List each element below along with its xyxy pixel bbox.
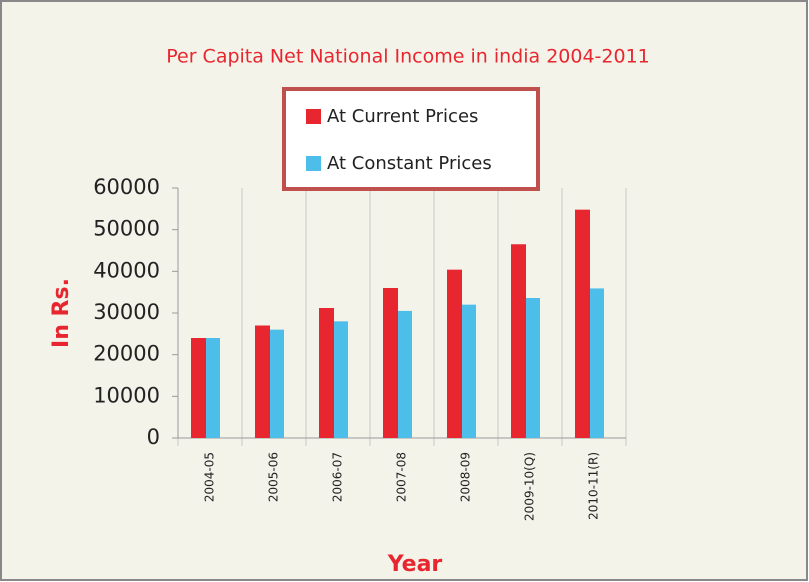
- x-tick-label: 2010-11(R): [587, 452, 601, 520]
- x-tick-label: 2004-05: [203, 452, 217, 502]
- bar: [462, 304, 476, 438]
- y-tick-label: 20000: [93, 342, 160, 366]
- legend-label: At Current Prices: [327, 106, 478, 127]
- bar: [191, 338, 206, 438]
- bar: [383, 288, 398, 438]
- x-tick-label: 2006-07: [331, 452, 345, 502]
- bar: [255, 325, 270, 438]
- x-axis-label: Year: [387, 552, 443, 577]
- x-tick-label: 2009-10(Q): [523, 452, 537, 521]
- y-tick-label: 0: [147, 425, 160, 449]
- bar: [511, 244, 526, 438]
- chart-title: Per Capita Net National Income in india …: [166, 46, 650, 68]
- legend-box: [282, 87, 540, 191]
- y-tick-label: 60000: [93, 175, 160, 199]
- y-tick-label: 10000: [93, 383, 160, 407]
- bar: [206, 338, 220, 438]
- bar: [319, 308, 334, 438]
- y-tick-label: 30000: [93, 300, 160, 324]
- y-axis-label: In Rs.: [49, 278, 74, 348]
- bar: [526, 298, 540, 438]
- y-tick-label: 50000: [93, 217, 160, 241]
- bar: [270, 329, 284, 438]
- bar: [590, 288, 604, 438]
- bar: [334, 321, 348, 438]
- legend-label: At Constant Prices: [327, 153, 492, 174]
- y-tick-label: 40000: [93, 258, 160, 282]
- x-tick-label: 2007-08: [395, 452, 409, 502]
- x-tick-label: 2005-06: [267, 452, 281, 502]
- bar: [398, 310, 412, 438]
- legend-swatch: [306, 156, 321, 171]
- bar: [447, 269, 462, 438]
- bar: [575, 209, 590, 438]
- x-tick-label: 2008-09: [459, 452, 473, 502]
- legend-swatch: [306, 109, 321, 124]
